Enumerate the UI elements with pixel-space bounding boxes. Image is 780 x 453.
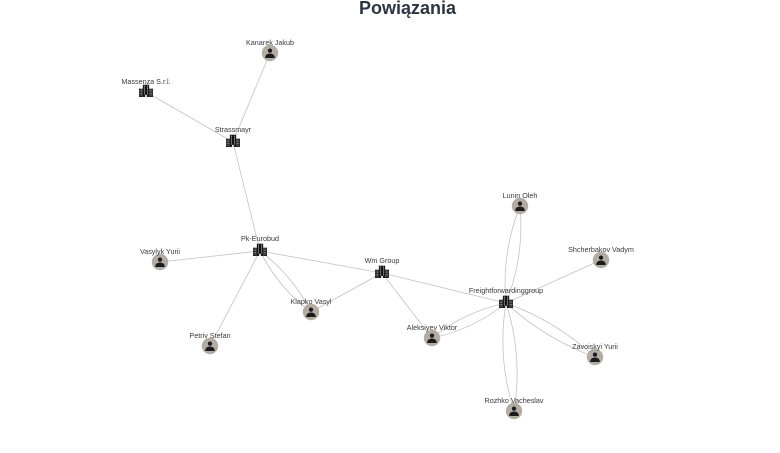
svg-text:Vasylyk Yurii: Vasylyk Yurii <box>140 247 180 256</box>
svg-text:Freightforwardinggroup: Freightforwardinggroup <box>469 286 543 295</box>
svg-text:Pk-Eurobud: Pk-Eurobud <box>241 234 279 243</box>
svg-text:Strassmayr: Strassmayr <box>215 125 252 134</box>
svg-text:Lunin Oleh: Lunin Oleh <box>503 191 538 200</box>
svg-text:Kanarek Jakub: Kanarek Jakub <box>246 38 294 47</box>
svg-text:Zavoiskyi Yurii: Zavoiskyi Yurii <box>572 342 618 351</box>
svg-text:Massenza S.r.l.: Massenza S.r.l. <box>121 77 170 86</box>
svg-text:Klapko Vasyl: Klapko Vasyl <box>290 297 331 306</box>
svg-text:Rozhko Vacheslav: Rozhko Vacheslav <box>485 396 544 405</box>
svg-text:Petriv Stefan: Petriv Stefan <box>189 331 230 340</box>
svg-text:Wm Group: Wm Group <box>365 256 400 265</box>
svg-text:Aleksiyev Viktor: Aleksiyev Viktor <box>407 323 458 332</box>
svg-text:Shcherbakov Vadym: Shcherbakov Vadym <box>568 245 634 254</box>
